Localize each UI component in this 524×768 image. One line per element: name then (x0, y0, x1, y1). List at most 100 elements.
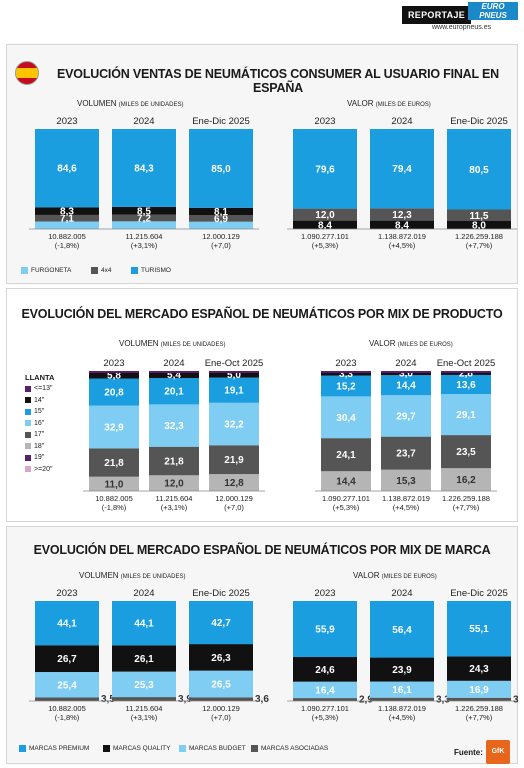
category-label: 2023 (335, 358, 356, 369)
bar-segment (441, 374, 491, 395)
bar-segment (381, 371, 431, 376)
data-label: 8,4 (318, 220, 332, 231)
bar-segment (370, 697, 434, 701)
data-label: 3,9 (178, 694, 192, 705)
legend-label: >=20" (34, 465, 53, 473)
chart-producto-svg: 2023 11,0 21,8 32,9 20,8 5,8 10.882.005(-1,8%)… (83, 358, 497, 512)
bar-segment (112, 697, 176, 701)
data-label: 26,7 (57, 654, 77, 665)
top-bar: REPORTAJE EURO PNEUS www.europneus.es (0, 0, 524, 42)
legend-budget: MARCAS BUDGET (179, 745, 246, 752)
bar-segment (35, 214, 99, 222)
legend-swatch (103, 745, 110, 752)
total-label: 1.226.259.188 (455, 232, 503, 241)
data-label: 32,2 (224, 420, 244, 431)
bar-segment (89, 476, 139, 491)
legend-label: 17" (34, 431, 45, 438)
bar-segment (209, 402, 259, 446)
data-label: 29,1 (456, 410, 476, 421)
change-label: (-1,8%) (55, 241, 80, 250)
panel-mix-marca: EVOLUCIÓN DEL MERCADO ESPAÑOL DE NEUMÁTI… (6, 526, 519, 764)
bar-segment (209, 371, 259, 378)
chart-header-volumen: VOLUMEN (MILES DE UNIDADES) (79, 571, 186, 580)
legend-turismo: TURISMO (131, 267, 171, 274)
data-label: 16,1 (392, 685, 412, 696)
bar-segment (381, 395, 431, 437)
legend-title: LLANTA (25, 373, 55, 382)
data-label: 5,8 (107, 370, 121, 381)
bar-segment (293, 698, 357, 701)
legend-label: 15" (34, 408, 45, 415)
data-label: 3,6 (255, 694, 269, 705)
category-label: 2024 (133, 116, 154, 127)
data-label: 55,9 (315, 625, 335, 636)
data-label: 8,3 (60, 207, 74, 218)
category-label: Ene-Oct 2025 (205, 358, 264, 369)
data-label: 8,5 (137, 206, 151, 217)
category-label: 2023 (56, 116, 77, 127)
data-label: 3,3 (339, 369, 353, 380)
bar-segment (293, 208, 357, 221)
legend-swatch (25, 420, 31, 426)
data-label: 44,1 (134, 619, 154, 630)
data-label: 29,7 (396, 411, 416, 422)
legend-swatch (91, 267, 98, 274)
legend-premium: MARCAS PREMIUM (19, 745, 89, 752)
data-label: 26,3 (211, 653, 231, 664)
bar-segment (370, 657, 434, 682)
data-label: 24,3 (469, 664, 489, 675)
legend-swatch (25, 385, 31, 392)
data-label: 5,4 (167, 370, 181, 381)
change-label: (+4,5%) (389, 713, 416, 722)
data-label: 19,1 (224, 386, 244, 397)
legend-asociadas: MARCAS ASOCIADAS (251, 745, 328, 752)
chart-title: EVOLUCIÓN VENTAS DE NEUMÁTICOS CONSUMER … (57, 67, 499, 95)
category-label: 2023 (56, 588, 77, 599)
change-label: (+3,1%) (131, 713, 158, 722)
data-label: 23,5 (456, 447, 476, 458)
panel-consumer: EVOLUCIÓN VENTAS DE NEUMÁTICOS CONSUMER … (6, 44, 518, 284)
bar-segment-13 (441, 371, 491, 373)
bar-segment (189, 601, 253, 645)
bar-segment (321, 396, 371, 439)
data-label: 11,5 (470, 211, 489, 222)
data-label: 8,4 (395, 220, 409, 231)
data-label: 16,9 (469, 685, 489, 696)
change-label: (-1,8%) (102, 503, 127, 512)
bar-segment (381, 375, 431, 396)
spain-flag-icon (15, 61, 39, 85)
legend-item: 14" (25, 397, 44, 404)
legend-furgoneta: FURGONETA (21, 267, 71, 274)
legend-label: 14" (34, 396, 45, 404)
bar-segment (35, 645, 99, 673)
legend-swatch (25, 397, 31, 403)
total-label: 1.226.259.188 (455, 704, 503, 713)
data-label: 23,9 (392, 665, 412, 676)
category-label: Ene-Dic 2025 (192, 116, 250, 127)
change-label: (+7,0) (211, 241, 231, 250)
data-label: 80,5 (469, 165, 489, 176)
bar-segment (209, 474, 259, 491)
category-label: Ene-Oct 2025 (437, 358, 496, 369)
bar-segment (189, 207, 253, 216)
change-label: (+7,0) (211, 713, 231, 722)
change-label: (+3,1%) (161, 503, 188, 512)
data-label: 20,1 (164, 387, 184, 398)
data-label: 42,7 (211, 618, 231, 629)
data-label: 8,0 (472, 221, 486, 232)
legend-label: <=13" (34, 385, 53, 392)
data-label: 55,1 (469, 624, 489, 635)
bar-segment (89, 371, 139, 379)
bar-segment (35, 207, 99, 215)
legend-swatch (21, 267, 28, 274)
panel-mix-producto: EVOLUCIÓN DEL MERCADO ESPAÑOL DE NEUMÁTI… (6, 288, 518, 522)
legend-item: 17" (25, 431, 44, 438)
data-label: 84,6 (57, 164, 77, 175)
data-label: 84,3 (134, 163, 154, 174)
bar-segment (293, 220, 357, 229)
data-label: 32,3 (164, 421, 184, 432)
total-label: 10.882.005 (48, 704, 86, 713)
chart-title: EVOLUCIÓN DEL MERCADO ESPAÑOL DE NEUMÁTI… (33, 543, 491, 557)
bar-segment (112, 214, 176, 222)
legend-item: >=20" (25, 466, 52, 473)
